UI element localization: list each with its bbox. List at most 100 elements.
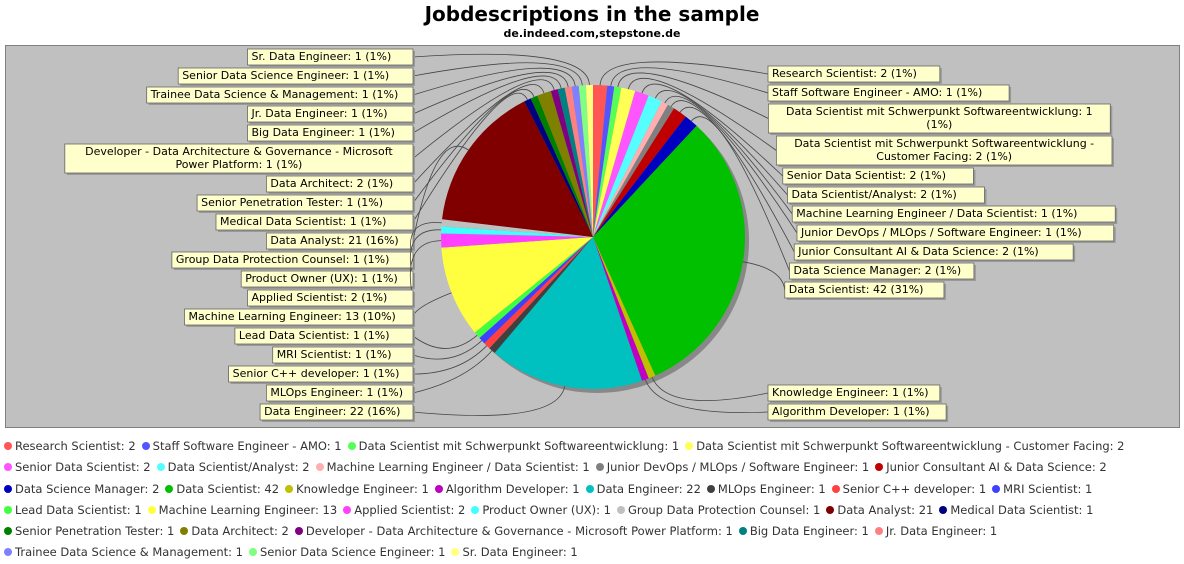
label-box — [247, 105, 414, 123]
pie-slice[interactable] — [593, 116, 697, 237]
legend-item[interactable]: Knowledge Engineer: 1 — [285, 479, 429, 500]
legend-item[interactable]: Data Engineer: 22 — [585, 479, 701, 500]
pie-slice[interactable] — [593, 125, 745, 376]
legend-item[interactable]: Data Science Manager: 2 — [4, 479, 159, 500]
pie-slice[interactable] — [530, 95, 593, 237]
legend-swatch — [616, 505, 625, 514]
pie-slice[interactable] — [524, 98, 593, 237]
legend-swatch — [141, 442, 150, 450]
slice-label: Research Scientist: 2 (1%) — [772, 67, 917, 80]
legend-swatch — [685, 442, 694, 450]
legend-item[interactable]: Trainee Data Science & Management: 1 — [4, 542, 243, 563]
pie-slice[interactable] — [564, 86, 593, 238]
legend-item[interactable]: Lead Data Scientist: 1 — [4, 500, 142, 521]
slice-label: Group Data Protection Counsel: 1 (1%) — [176, 253, 390, 266]
legend-item[interactable]: Data Scientist mit Schwerpunkt Softwaree… — [347, 436, 679, 457]
label-connector — [412, 75, 562, 134]
label-connector — [664, 95, 793, 215]
legend-item[interactable]: Medical Data Scientist: 1 — [939, 500, 1093, 521]
legend-item[interactable]: Product Owner (UX): 1 — [471, 500, 611, 521]
legend-swatch — [585, 484, 594, 493]
legend-swatch — [992, 484, 1001, 493]
pie-slice[interactable] — [550, 89, 593, 237]
legend-item[interactable]: Data Scientist mit Schwerpunkt Softwaree… — [685, 436, 1125, 457]
legend-item[interactable]: Junior Consultant AI & Data Science: 2 — [875, 457, 1107, 478]
label-connector — [412, 84, 545, 185]
legend-item[interactable]: Junior DevOps / MLOps / Software Enginee… — [595, 457, 869, 478]
slice-label: Medical Data Scientist: 1 (1%) — [220, 215, 386, 228]
pie-slice[interactable] — [593, 90, 649, 237]
legend-item[interactable]: Data Analyst: 21 — [826, 500, 933, 521]
label-box — [171, 251, 414, 269]
legend-item[interactable]: Data Scientist: 42 — [165, 479, 279, 500]
pie-slice[interactable] — [571, 85, 593, 237]
label-box — [265, 232, 414, 250]
legend-swatch — [471, 505, 480, 514]
legend-label: Machine Learning Engineer: 13 — [158, 502, 338, 517]
pie-slice[interactable] — [489, 237, 593, 353]
pie-slice[interactable] — [441, 226, 593, 237]
pie-slice[interactable] — [593, 87, 636, 237]
label-connector — [651, 376, 769, 401]
legend-item[interactable]: Big Data Engineer: 1 — [738, 521, 869, 542]
pie-slice[interactable] — [593, 237, 649, 381]
legend-item[interactable]: Algorithm Developer: 1 — [434, 479, 580, 500]
label-box — [259, 403, 414, 421]
pie-slice[interactable] — [593, 237, 656, 379]
slice-label: Product Owner (UX): 1 (1%) — [245, 272, 398, 285]
slice-label: Data Science Manager: 2 (1%) — [794, 264, 962, 277]
pie-slice[interactable] — [593, 108, 686, 238]
pie-slice[interactable] — [593, 95, 662, 237]
legend-item[interactable]: Applied Scientist: 2 — [343, 500, 465, 521]
pie-slice[interactable] — [494, 237, 642, 390]
pie-slice[interactable] — [479, 237, 593, 344]
pie-slice[interactable] — [578, 85, 593, 237]
label-box — [767, 103, 1111, 134]
pie-slice[interactable] — [557, 87, 593, 237]
legend-item[interactable]: Research Scientist: 2 — [4, 436, 136, 457]
pie-slice[interactable] — [593, 86, 622, 238]
pie-slice[interactable] — [441, 219, 593, 237]
pie-slice[interactable] — [585, 85, 593, 237]
label-connector — [412, 386, 566, 416]
label-connector — [627, 77, 777, 151]
pie-slice[interactable] — [442, 101, 593, 237]
legend-label: Staff Software Engineer - AMO: 1 — [152, 439, 342, 453]
legend-item[interactable]: Data Architect: 2 — [180, 521, 289, 542]
legend-item[interactable]: Group Data Protection Counsel: 1 — [616, 500, 820, 521]
pie-slice[interactable] — [441, 237, 593, 333]
legend-label: Research Scientist: 2 — [15, 439, 136, 453]
legend-item[interactable]: Staff Software Engineer - AMO: 1 — [141, 436, 342, 457]
legend-swatch — [4, 548, 12, 557]
label-connector — [690, 116, 790, 272]
legend-item[interactable]: MLOps Engineer: 1 — [706, 479, 826, 500]
legend-item[interactable]: Machine Learning Engineer / Data Scienti… — [315, 457, 590, 478]
label-box — [265, 384, 414, 402]
label-connector — [412, 92, 528, 223]
pie-slice[interactable] — [537, 90, 593, 237]
legend-label: Data Science Manager: 2 — [15, 481, 160, 496]
legend-item[interactable]: Senior Data Science Engineer: 1 — [248, 542, 445, 563]
pie-slice[interactable] — [440, 233, 593, 248]
pie-slice[interactable] — [474, 237, 593, 338]
label-connector — [599, 61, 769, 86]
legend-item[interactable]: Senior Data Scientist: 2 — [4, 457, 151, 478]
legend-item[interactable]: Senior C++ developer: 1 — [831, 479, 986, 500]
pie-slice[interactable] — [593, 85, 608, 237]
pie-slice[interactable] — [593, 101, 668, 237]
legend-item[interactable]: Jr. Data Engineer: 1 — [874, 521, 997, 542]
legend-label: Senior Data Scientist: 2 — [15, 460, 151, 475]
legend-item[interactable]: MRI Scientist: 1 — [992, 479, 1092, 500]
pie-slice[interactable] — [593, 85, 615, 237]
legend-item[interactable]: Sr. Data Engineer: 1 — [451, 542, 578, 563]
legend-item[interactable]: Data Scientist/Analyst: 2 — [156, 457, 310, 478]
legend-swatch — [315, 463, 324, 472]
legend-item[interactable]: Senior Penetration Tester: 1 — [4, 521, 174, 542]
legend-swatch — [4, 484, 12, 493]
legend-item[interactable]: Developer - Data Architecture & Governan… — [294, 521, 733, 542]
legend-item[interactable]: Machine Learning Engineer: 13 — [147, 500, 338, 521]
pie-slice[interactable] — [593, 104, 675, 238]
legend-label: Developer - Data Architecture & Governan… — [305, 524, 733, 539]
pie-slice[interactable] — [484, 237, 593, 349]
legend-label: Data Analyst: 21 — [837, 502, 934, 517]
